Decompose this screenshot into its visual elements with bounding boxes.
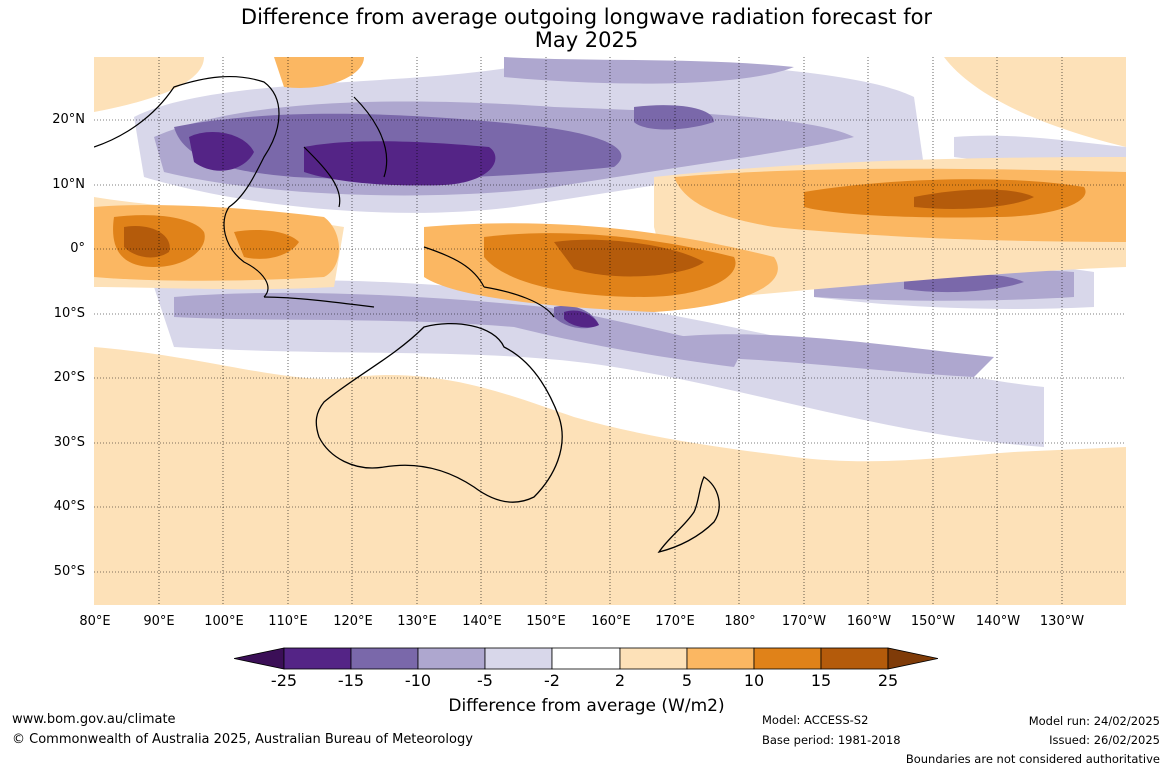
colorbar-tick-label: 15 [810,671,832,690]
lat-label-10n: 10°N [52,177,85,192]
map-title-line-2: May 2025 [534,28,639,52]
colorbar-swatch-15-25 [820,647,889,670]
colorbar-swatch-10-15 [753,647,822,670]
lon-label-140e: 140°E [462,614,502,629]
lon-label-160w: 160°W [846,614,892,629]
colorbar-tick-label: -25 [270,671,298,690]
lat-label-40s: 40°S [53,499,85,514]
colorbar-swatch-15-10 [350,647,419,670]
colorbar-swatch-25-15 [283,647,352,670]
lon-label-150w: 150°W [910,614,956,629]
boundaries-disclaimer: Boundaries are not considered authoritat… [905,752,1160,766]
colorbar [233,646,939,671]
map-title-line-1: Difference from average outgoing longwav… [240,5,933,29]
colorbar-tick-label: 10 [743,671,765,690]
model-name: Model: ACCESS-S2 [762,713,869,727]
map-gridlines [94,57,1126,605]
asia-coastline [94,75,388,298]
colorbar-swatch-5-10 [686,647,755,670]
colorbar-swatch-below-25 [233,647,285,670]
colorbar-swatch-2-5 [619,647,688,670]
colorbar-tick-label: -15 [337,671,365,690]
lat-label-10s: 10°S [53,306,85,321]
lon-label-150e: 150°E [526,614,566,629]
lon-label-180: 180° [724,614,756,629]
maritime-continent-coastline [263,246,555,318]
australia-coastline [315,322,563,503]
colorbar-swatch-above-25 [887,647,939,670]
colorbar-title: Difference from average (W/m2) [448,696,725,716]
colorbar-tick-label: 5 [681,671,693,690]
lon-label-80e: 80°E [79,614,111,629]
lon-label-130e: 130°E [397,614,437,629]
colorbar-swatch-10-5 [417,647,486,670]
lon-label-170e: 170°E [655,614,695,629]
olr-anomaly-map [94,57,1126,605]
model-run-date: Model run: 24/02/2025 [1028,714,1160,728]
lon-label-90e: 90°E [143,614,175,629]
colorbar-swatch-5-2 [484,647,553,670]
colorbar-tick-label: 25 [877,671,899,690]
colorbar-swatch-2-2 [551,647,621,670]
lat-label-30s: 30°S [53,435,85,450]
lon-label-140w: 140°W [975,614,1021,629]
lon-label-160e: 160°E [591,614,631,629]
lon-label-120e: 120°E [333,614,373,629]
anomaly-band-dark-orange [124,189,1034,277]
lat-label-20s: 20°S [53,370,85,385]
lon-label-110e: 110°E [268,614,308,629]
colorbar-tick-label: -5 [477,671,493,690]
issued-date: Issued: 26/02/2025 [1049,733,1160,747]
bom-climate-link[interactable]: www.bom.gov.au/climate [12,712,176,727]
colorbar-tick-label: -10 [404,671,432,690]
lat-label-20n: 20°N [52,112,85,127]
base-period: Base period: 1981-2018 [762,733,901,747]
lon-label-130w: 130°W [1039,614,1085,629]
lon-label-100e: 100°E [204,614,244,629]
lon-label-170w: 170°W [781,614,827,629]
lat-label-equator: 0° [70,241,85,256]
colorbar-tick-label: -2 [544,671,560,690]
new-zealand-coastline [657,476,720,554]
colorbar-tick-label: 2 [614,671,626,690]
lat-label-50s: 50°S [53,564,85,579]
copyright-notice: © Commonwealth of Australia 2025, Austra… [12,732,473,747]
